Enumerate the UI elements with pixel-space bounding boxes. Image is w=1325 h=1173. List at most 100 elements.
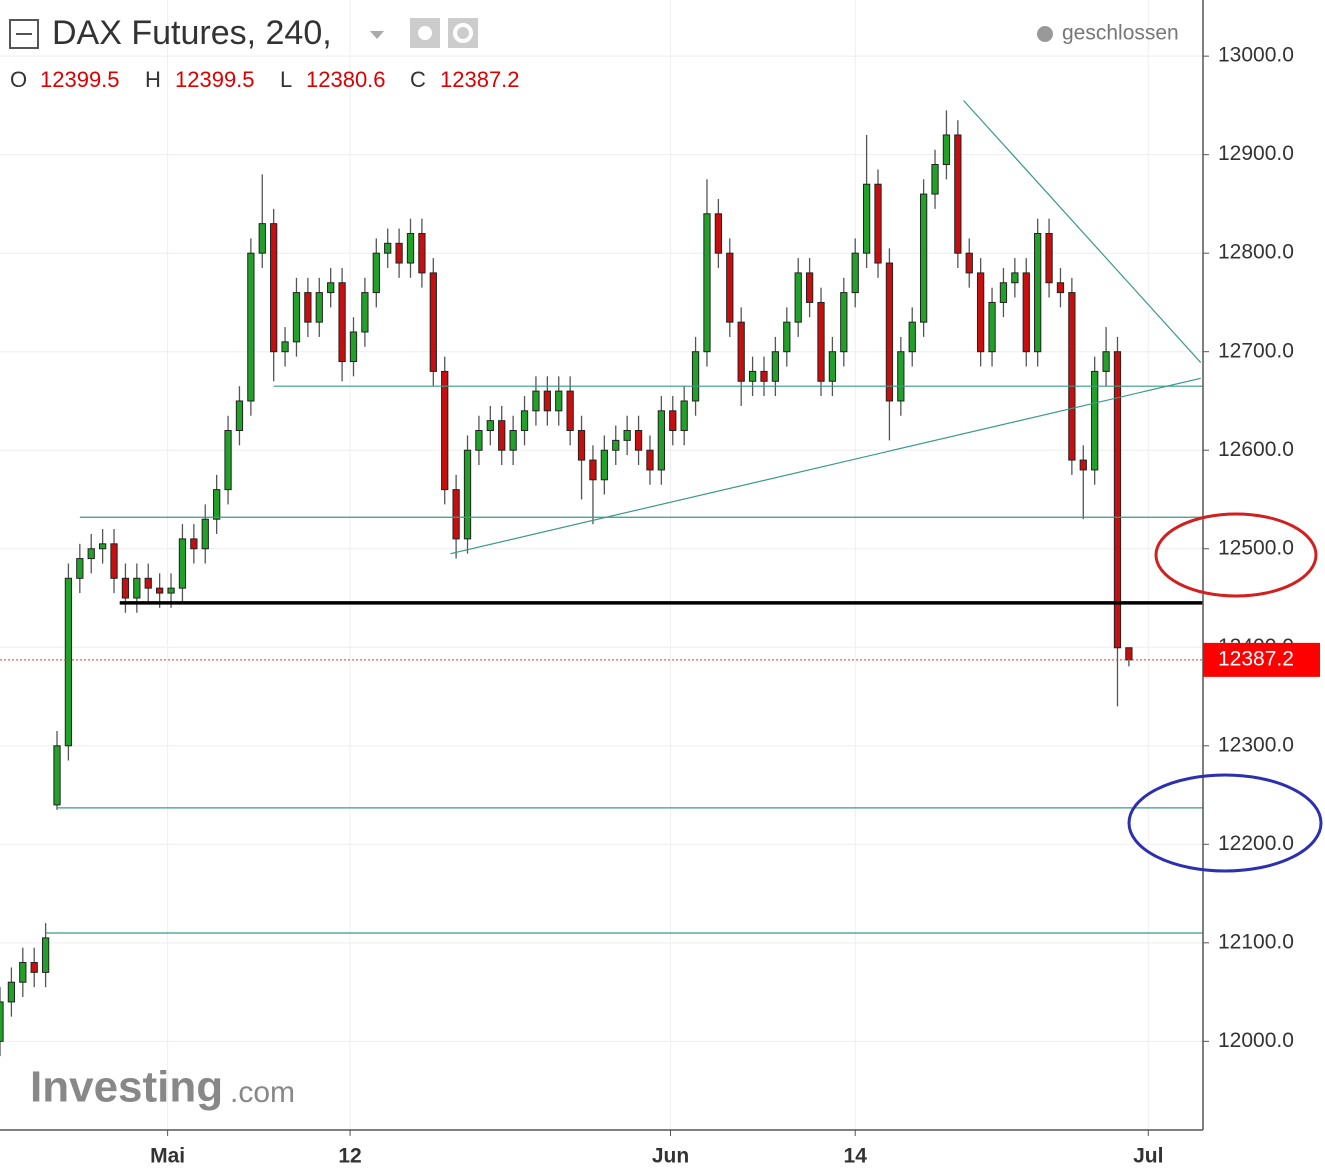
ohlc-value: 12399.5 (175, 67, 255, 92)
candle-body (520, 410, 529, 432)
candle-body (144, 577, 152, 589)
y-tick-label: 13000.0 (1218, 44, 1294, 67)
candle-body (429, 272, 437, 372)
candle-body (942, 134, 951, 166)
candle-body (1102, 351, 1110, 372)
candle-body (87, 548, 95, 560)
candle-body (657, 410, 666, 471)
candle-body (1045, 232, 1053, 284)
visibility-icon-eye (418, 26, 432, 40)
y-tick-label: 12100.0 (1218, 930, 1294, 953)
candle-body (292, 292, 301, 343)
candle-body (851, 252, 859, 294)
candle-body (532, 390, 540, 412)
last-price-label: 12387.2 (1218, 647, 1294, 670)
ohlc-label: H (145, 67, 161, 92)
candle-body (634, 430, 643, 451)
watermark-brand: Investing (30, 1063, 223, 1112)
ohlc-label: C (410, 67, 426, 92)
candle-body (156, 587, 164, 594)
candle-body (418, 232, 426, 274)
highlight-ellipse (1154, 512, 1318, 598)
y-tick-label: 12900.0 (1218, 142, 1294, 165)
candle-body (954, 134, 962, 254)
candle-body (897, 351, 905, 402)
settings-icon[interactable] (448, 18, 478, 48)
candle-body (7, 981, 16, 1003)
candle-body (338, 282, 346, 363)
candle-body (349, 331, 358, 363)
candle-body (190, 538, 198, 550)
watermark-suffix: .com (230, 1076, 295, 1109)
candle-body (452, 489, 460, 540)
grid (0, 0, 1203, 1130)
candle-body (133, 577, 141, 599)
y-tick-label: 12700.0 (1218, 339, 1294, 362)
last-price-tag (1203, 642, 1320, 677)
candle-body (1056, 282, 1065, 294)
candle-body (372, 252, 380, 294)
x-tick-label: Jul (1133, 1145, 1163, 1168)
candle-body (64, 577, 73, 747)
candle-body (327, 282, 335, 294)
candle-body (19, 962, 27, 983)
candle-body (463, 449, 472, 540)
candle-body (486, 420, 494, 432)
candle-body (201, 518, 209, 550)
trend-line (963, 100, 1202, 363)
candle-body (600, 449, 608, 481)
candle-body (1091, 370, 1099, 471)
candle-body (977, 272, 985, 353)
candle-body (509, 430, 517, 451)
candle-body (771, 351, 780, 382)
status: geschlossen (1062, 22, 1179, 45)
y-tick-label: 12600.0 (1218, 438, 1294, 461)
candle-body (304, 292, 312, 323)
y-tick-label: 12300.0 (1218, 733, 1294, 756)
candle-body (566, 390, 574, 432)
y-tick-label: 12800.0 (1218, 241, 1294, 264)
candle-body (76, 558, 84, 579)
candle-body (53, 745, 61, 806)
candle-body (783, 321, 791, 353)
candle-body (805, 272, 814, 303)
marks (0, 100, 1203, 1057)
candle-body (988, 301, 996, 353)
candle-body (577, 430, 586, 461)
candle-body (406, 232, 415, 264)
candle-body (794, 272, 802, 323)
trend-line (450, 377, 1201, 555)
candle-body (726, 252, 734, 323)
candle-body (213, 489, 221, 520)
candle-body (965, 252, 973, 274)
highlight-ellipse (1127, 773, 1323, 873)
candle-body (1113, 351, 1122, 649)
collapse-icon[interactable] (9, 19, 39, 49)
x-tick-label: 12 (338, 1145, 361, 1168)
candle-body (30, 962, 38, 973)
y-tick-label: 12500.0 (1218, 536, 1294, 559)
candle-body (384, 242, 392, 254)
ohlc-label: L (280, 67, 292, 92)
candle-body (919, 193, 928, 323)
candle-body (691, 351, 700, 402)
candle-body (281, 341, 289, 353)
candle-body (1022, 272, 1030, 353)
ohlc-header: O 12399.5 H 12399.5 L 12380.6 C 12387.2 (10, 67, 520, 92)
candle-body (1079, 459, 1087, 471)
dropdown-icon[interactable] (370, 31, 384, 39)
candle-body (737, 321, 745, 382)
settings-icon-gear (453, 23, 473, 43)
candle-body (669, 410, 677, 432)
x-tick-label: Jun (652, 1145, 689, 1168)
candle-body (178, 538, 187, 589)
candle-body (498, 420, 506, 451)
candle-body (555, 390, 563, 412)
candle-body (258, 223, 266, 254)
candle-body (828, 351, 837, 382)
candle-body (623, 430, 631, 441)
candle-body (908, 321, 916, 353)
candle-body (885, 262, 894, 402)
candle-body (840, 292, 848, 353)
y-tick-label: 12000.0 (1218, 1029, 1294, 1052)
